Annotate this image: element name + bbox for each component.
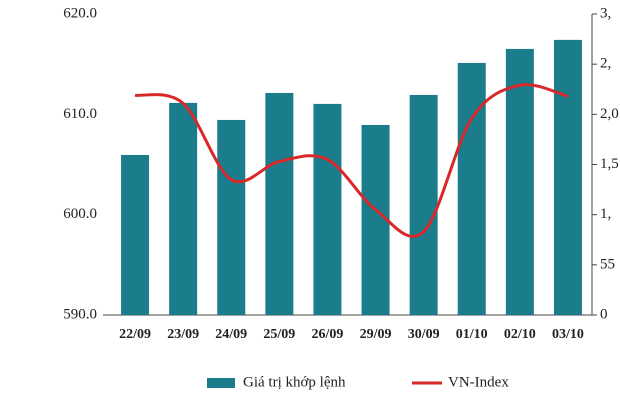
y2-tick-label: 3,: [600, 5, 611, 21]
bar: [169, 102, 198, 316]
y-tick-label: 620.0: [63, 5, 97, 21]
y2-tick-label: 2,: [600, 56, 611, 72]
x-tick-label: 23/09: [167, 327, 199, 342]
x-tick-label: 03/10: [552, 327, 584, 342]
y-tick-label: 610.0: [63, 106, 97, 122]
legend-swatch: [207, 378, 235, 388]
bar: [313, 103, 342, 315]
y-tick-label: 590.0: [63, 306, 97, 322]
y2-tick-label: 1,5: [600, 156, 619, 172]
bar: [265, 92, 294, 315]
bar: [217, 119, 246, 316]
bar: [361, 124, 390, 316]
x-tick-label: 22/09: [119, 327, 151, 342]
y2-tick-label: 2,0: [600, 106, 619, 122]
y2-tick-label: 1,: [600, 206, 611, 222]
legend-label: VN-Index: [448, 374, 509, 390]
bar: [457, 62, 486, 316]
x-tick-label: 25/09: [263, 327, 295, 342]
bar: [409, 94, 438, 316]
x-tick-label: 24/09: [215, 327, 247, 342]
y2-tick-label: 55: [600, 256, 615, 272]
y-tick-label: 600.0: [63, 206, 97, 222]
y2-tick-label: 0: [600, 306, 608, 322]
x-tick-label: 26/09: [312, 327, 344, 342]
line: [134, 83, 569, 238]
bar: [553, 39, 582, 316]
bar: [121, 154, 150, 315]
x-tick-label: 01/10: [456, 327, 488, 342]
bar: [505, 48, 534, 315]
legend-label: Giá trị khớp lệnh: [243, 374, 346, 390]
x-tick-label: 02/10: [504, 327, 536, 342]
x-tick-label: 29/09: [360, 327, 392, 342]
x-tick-label: 30/09: [408, 327, 440, 342]
